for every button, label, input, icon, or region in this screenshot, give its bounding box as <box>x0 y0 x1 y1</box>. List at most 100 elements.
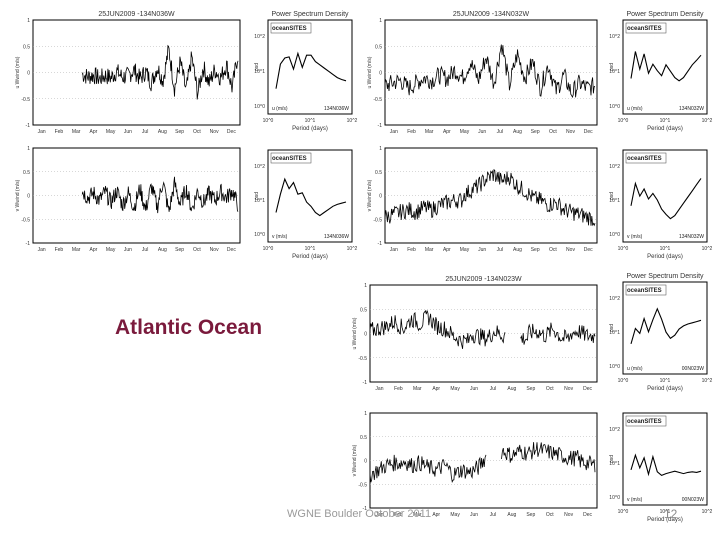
psd-legend: oceanSITES <box>627 26 662 32</box>
x-tick-label: Apr <box>432 386 440 392</box>
psd-y-tick: 10^0 <box>254 104 265 110</box>
psd-site-label: 00N023W <box>682 366 705 372</box>
x-tick-label: May <box>460 129 470 135</box>
y-tick-label: 0 <box>27 194 30 200</box>
psd-line-1 <box>275 51 347 89</box>
x-tick-label: May <box>450 512 460 518</box>
x-tick-label: Mar <box>72 129 81 135</box>
y-axis-label: v Wwind (m/s) <box>352 444 358 476</box>
psd-x-tick: 10^0 <box>618 118 629 124</box>
y-tick-label: 1 <box>27 18 30 24</box>
x-tick-label: Dec <box>584 129 593 135</box>
x-tick-label: Jun <box>470 386 478 392</box>
psd-x-axis-label: Period (days) <box>647 386 683 392</box>
plot-frame <box>622 149 708 243</box>
y-axis-label: u Wwind (m/s) <box>352 317 358 349</box>
y-tick-label: -0.5 <box>21 97 30 103</box>
y-tick-label: 0.5 <box>375 44 382 50</box>
x-tick-label: Mar <box>72 247 81 253</box>
x-tick-label: Oct <box>193 247 201 253</box>
x-tick-label: Jul <box>490 512 496 518</box>
x-tick-label: Oct <box>546 512 554 518</box>
x-tick-label: Sep <box>175 247 184 253</box>
psd-variable-note: v (m/s) <box>627 497 643 503</box>
x-tick-label: Jun <box>478 129 486 135</box>
x-tick-label: Mar <box>413 386 422 392</box>
y-tick-label: 1 <box>379 18 382 24</box>
y-tick-label: 0.5 <box>375 170 382 176</box>
x-tick-label: Apr <box>89 247 97 253</box>
y-tick-label: 0 <box>364 459 367 465</box>
x-tick-label: Sep <box>526 386 535 392</box>
y-tick-label: 1 <box>364 283 367 289</box>
y-tick-label: -1 <box>363 380 368 386</box>
y-tick-label: -0.5 <box>373 97 382 103</box>
x-tick-label: Sep <box>531 247 540 253</box>
plot-title: 25JUN2009 -134N032W <box>453 11 530 18</box>
psd-x-tick: 10^1 <box>305 246 316 252</box>
x-tick-label: Dec <box>227 247 236 253</box>
psd-y-tick: 10^2 <box>609 34 620 40</box>
x-tick-label: Dec <box>227 129 236 135</box>
psd-line-3 <box>630 51 702 82</box>
x-tick-label: Jun <box>124 247 132 253</box>
psd-y-tick: 10^1 <box>609 198 620 204</box>
psd-legend-box <box>625 22 667 34</box>
x-tick-label: Oct <box>546 386 554 392</box>
psd-variable-note: u (m/s) <box>627 106 643 112</box>
psd-variable-note: u (m/s) <box>627 366 643 372</box>
psd-x-axis-label: Period (days) <box>647 254 683 260</box>
y-axis-label: u Wwind (m/s) <box>15 56 21 88</box>
psd-y-tick: 10^0 <box>609 104 620 110</box>
x-tick-label: Nov <box>564 386 573 392</box>
psd-legend-box <box>625 284 667 296</box>
series-line-8 <box>369 309 596 349</box>
plot-title: Power Spectrum Density <box>626 11 704 18</box>
x-tick-label: Feb <box>394 512 403 518</box>
x-tick-label: Jan <box>38 129 46 135</box>
plot-title: 25JUN2009 -134N036W <box>98 11 175 18</box>
x-tick-label: Nov <box>210 247 219 253</box>
x-tick-label: Sep <box>526 512 535 518</box>
footer-text: WGNE Boulder October 2011 <box>287 508 432 520</box>
x-tick-label: Apr <box>443 129 451 135</box>
psd-x-tick: 10^2 <box>347 246 358 252</box>
psd-x-tick: 10^1 <box>660 246 671 252</box>
psd-y-tick: 10^2 <box>609 296 620 302</box>
ocean-caption: Atlantic Ocean <box>115 316 263 339</box>
x-tick-label: Feb <box>407 129 416 135</box>
x-tick-label: Aug <box>507 512 516 518</box>
psd-legend: oceanSITES <box>627 419 662 425</box>
psd-y-tick: 10^1 <box>609 69 620 75</box>
x-tick-label: Nov <box>566 247 575 253</box>
psd-x-tick: 10^1 <box>660 118 671 124</box>
plot-title: Power Spectrum Density <box>271 11 349 18</box>
psd-line-5 <box>275 177 347 217</box>
y-axis-label: psd <box>609 63 615 71</box>
psd-variable-note: v (m/s) <box>627 234 643 240</box>
x-tick-label: Feb <box>394 386 403 392</box>
y-tick-label: 1 <box>27 146 30 152</box>
x-tick-label: Jan <box>375 386 383 392</box>
plot-frame <box>622 19 708 115</box>
psd-legend: oceanSITES <box>627 156 662 162</box>
x-tick-label: Feb <box>55 129 64 135</box>
x-tick-label: Oct <box>549 247 557 253</box>
psd-site-label: 134N036W <box>324 234 349 240</box>
psd-x-tick: 10^2 <box>702 118 713 124</box>
x-tick-label: Aug <box>513 129 522 135</box>
series-line-6 <box>384 168 596 227</box>
psd-site-label: 134N032W <box>679 106 704 112</box>
psd-x-axis-label: Period (days) <box>292 254 328 260</box>
psd-x-tick: 10^1 <box>660 509 671 515</box>
x-tick-label: Mar <box>413 512 422 518</box>
y-tick-label: 0.5 <box>23 44 30 50</box>
psd-x-axis-label: Period (days) <box>292 126 328 132</box>
psd-legend-box <box>270 22 312 34</box>
y-tick-label: 0 <box>27 71 30 77</box>
y-axis-label: psd <box>609 192 615 200</box>
x-tick-label: Jan <box>390 129 398 135</box>
y-tick-label: -0.5 <box>21 217 30 223</box>
psd-x-tick: 10^0 <box>263 246 274 252</box>
psd-x-axis-label: Period (days) <box>647 517 683 523</box>
